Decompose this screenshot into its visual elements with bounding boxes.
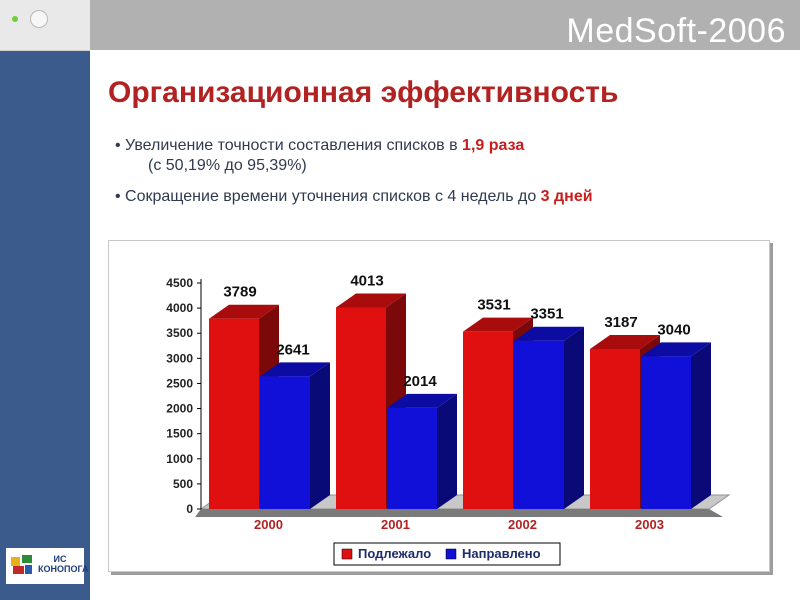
bar-side [564, 326, 584, 509]
data-label: 2641 [276, 341, 309, 358]
y-tick-label: 1500 [166, 427, 193, 441]
y-tick-label: 4000 [166, 301, 193, 315]
bar-side [437, 393, 457, 509]
y-tick-label: 1000 [166, 452, 193, 466]
bullet-time-text: • Сокращение времени уточнения списков с… [115, 188, 541, 205]
company-logo: ИС КОНОПОГА [6, 548, 89, 584]
status-dot-icon [12, 16, 18, 22]
bar-chart: 0 500 1000 1500 2000 2500 3000 3500 4000 4500 2000… [166, 272, 731, 566]
bar-podlezhalo [590, 348, 640, 509]
bar-top [387, 393, 457, 408]
bar-podlezhalo [336, 307, 386, 509]
legend-swatch [445, 548, 457, 560]
header-band: MedSoft-2006 [90, 0, 800, 50]
x-tick-label: 2003 [635, 517, 664, 532]
bar-podlezhalo [463, 331, 513, 509]
x-tick-label: 2000 [254, 517, 283, 532]
data-label: 3351 [530, 306, 563, 323]
data-label: 3531 [477, 297, 510, 314]
legend-swatch [341, 548, 353, 560]
bar-side [691, 342, 711, 509]
bar-podlezhalo [209, 318, 259, 509]
bullet-accuracy: • Увеличение точности составления списко… [115, 137, 524, 155]
chart-panel: 0 500 1000 1500 2000 2500 3000 3500 4000 4500 2000… [108, 240, 770, 572]
sidebar-header [0, 0, 90, 51]
slide-title: Организационная эффективность [108, 76, 619, 109]
bar-napravleno [641, 356, 691, 509]
legend-label: Направлено [462, 546, 541, 561]
bar-top [590, 334, 660, 349]
bar-side [310, 362, 330, 509]
bullet-time-highlight: 3 дней [540, 188, 593, 205]
bar-napravleno [260, 376, 310, 509]
chart-floor-edge [195, 509, 723, 517]
brand-title: MedSoft-2006 [566, 12, 786, 50]
data-label: 2014 [403, 373, 437, 390]
bullet-accuracy-text: • Увеличение точности составления списко… [115, 137, 463, 154]
bar-napravleno [387, 407, 437, 509]
left-sidebar: ИС КОНОПОГА [0, 0, 90, 600]
bar-top [336, 293, 406, 308]
logo-emblem-icon [11, 555, 32, 574]
bullet-time: • Сокращение времени уточнения списков с… [115, 188, 593, 206]
y-tick-label: 0 [186, 502, 193, 516]
y-tick-label: 2000 [166, 402, 193, 416]
bar-top [514, 326, 584, 341]
logo-text: ИС КОНОПОГА [38, 554, 89, 574]
x-tick-label: 2002 [508, 517, 537, 532]
bullet-accuracy-highlight: 1,9 раза [462, 137, 525, 154]
data-label: 4013 [350, 272, 383, 289]
bar-napravleno [514, 340, 564, 509]
y-tick-label: 3500 [166, 326, 193, 340]
data-label: 3789 [223, 284, 256, 301]
y-tick-label: 4500 [166, 276, 193, 290]
bar-top [463, 317, 533, 332]
bar-top [260, 362, 330, 377]
y-tick-label: 3000 [166, 351, 193, 365]
y-tick-label: 500 [173, 477, 193, 491]
y-tick-label: 2500 [166, 376, 193, 390]
data-label: 3187 [604, 314, 637, 331]
ring-icon [30, 10, 48, 28]
x-tick-label: 2001 [381, 517, 410, 532]
bar-top [209, 304, 279, 319]
bar-top [641, 342, 711, 357]
bullet-accuracy-detail: (с 50,19% до 95,39%) [148, 157, 307, 174]
data-label: 3040 [657, 321, 690, 338]
legend-label: Подлежало [358, 546, 431, 561]
